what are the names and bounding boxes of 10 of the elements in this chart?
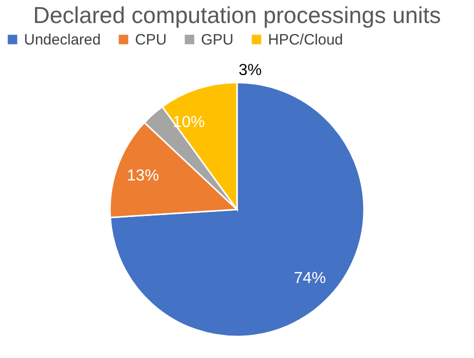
data-label: 74%: [294, 270, 326, 287]
legend-label: Undeclared: [24, 32, 101, 49]
chart-title: Declared computation processings units: [33, 2, 441, 28]
legend-label: CPU: [135, 32, 167, 49]
pie-slice: [110, 82, 365, 338]
data-label: 3%: [238, 62, 262, 80]
legend-label: GPU: [201, 32, 234, 49]
data-label: 10%: [172, 114, 205, 131]
legend-label: HPC/Cloud: [268, 32, 344, 49]
data-label: 13%: [126, 168, 159, 185]
